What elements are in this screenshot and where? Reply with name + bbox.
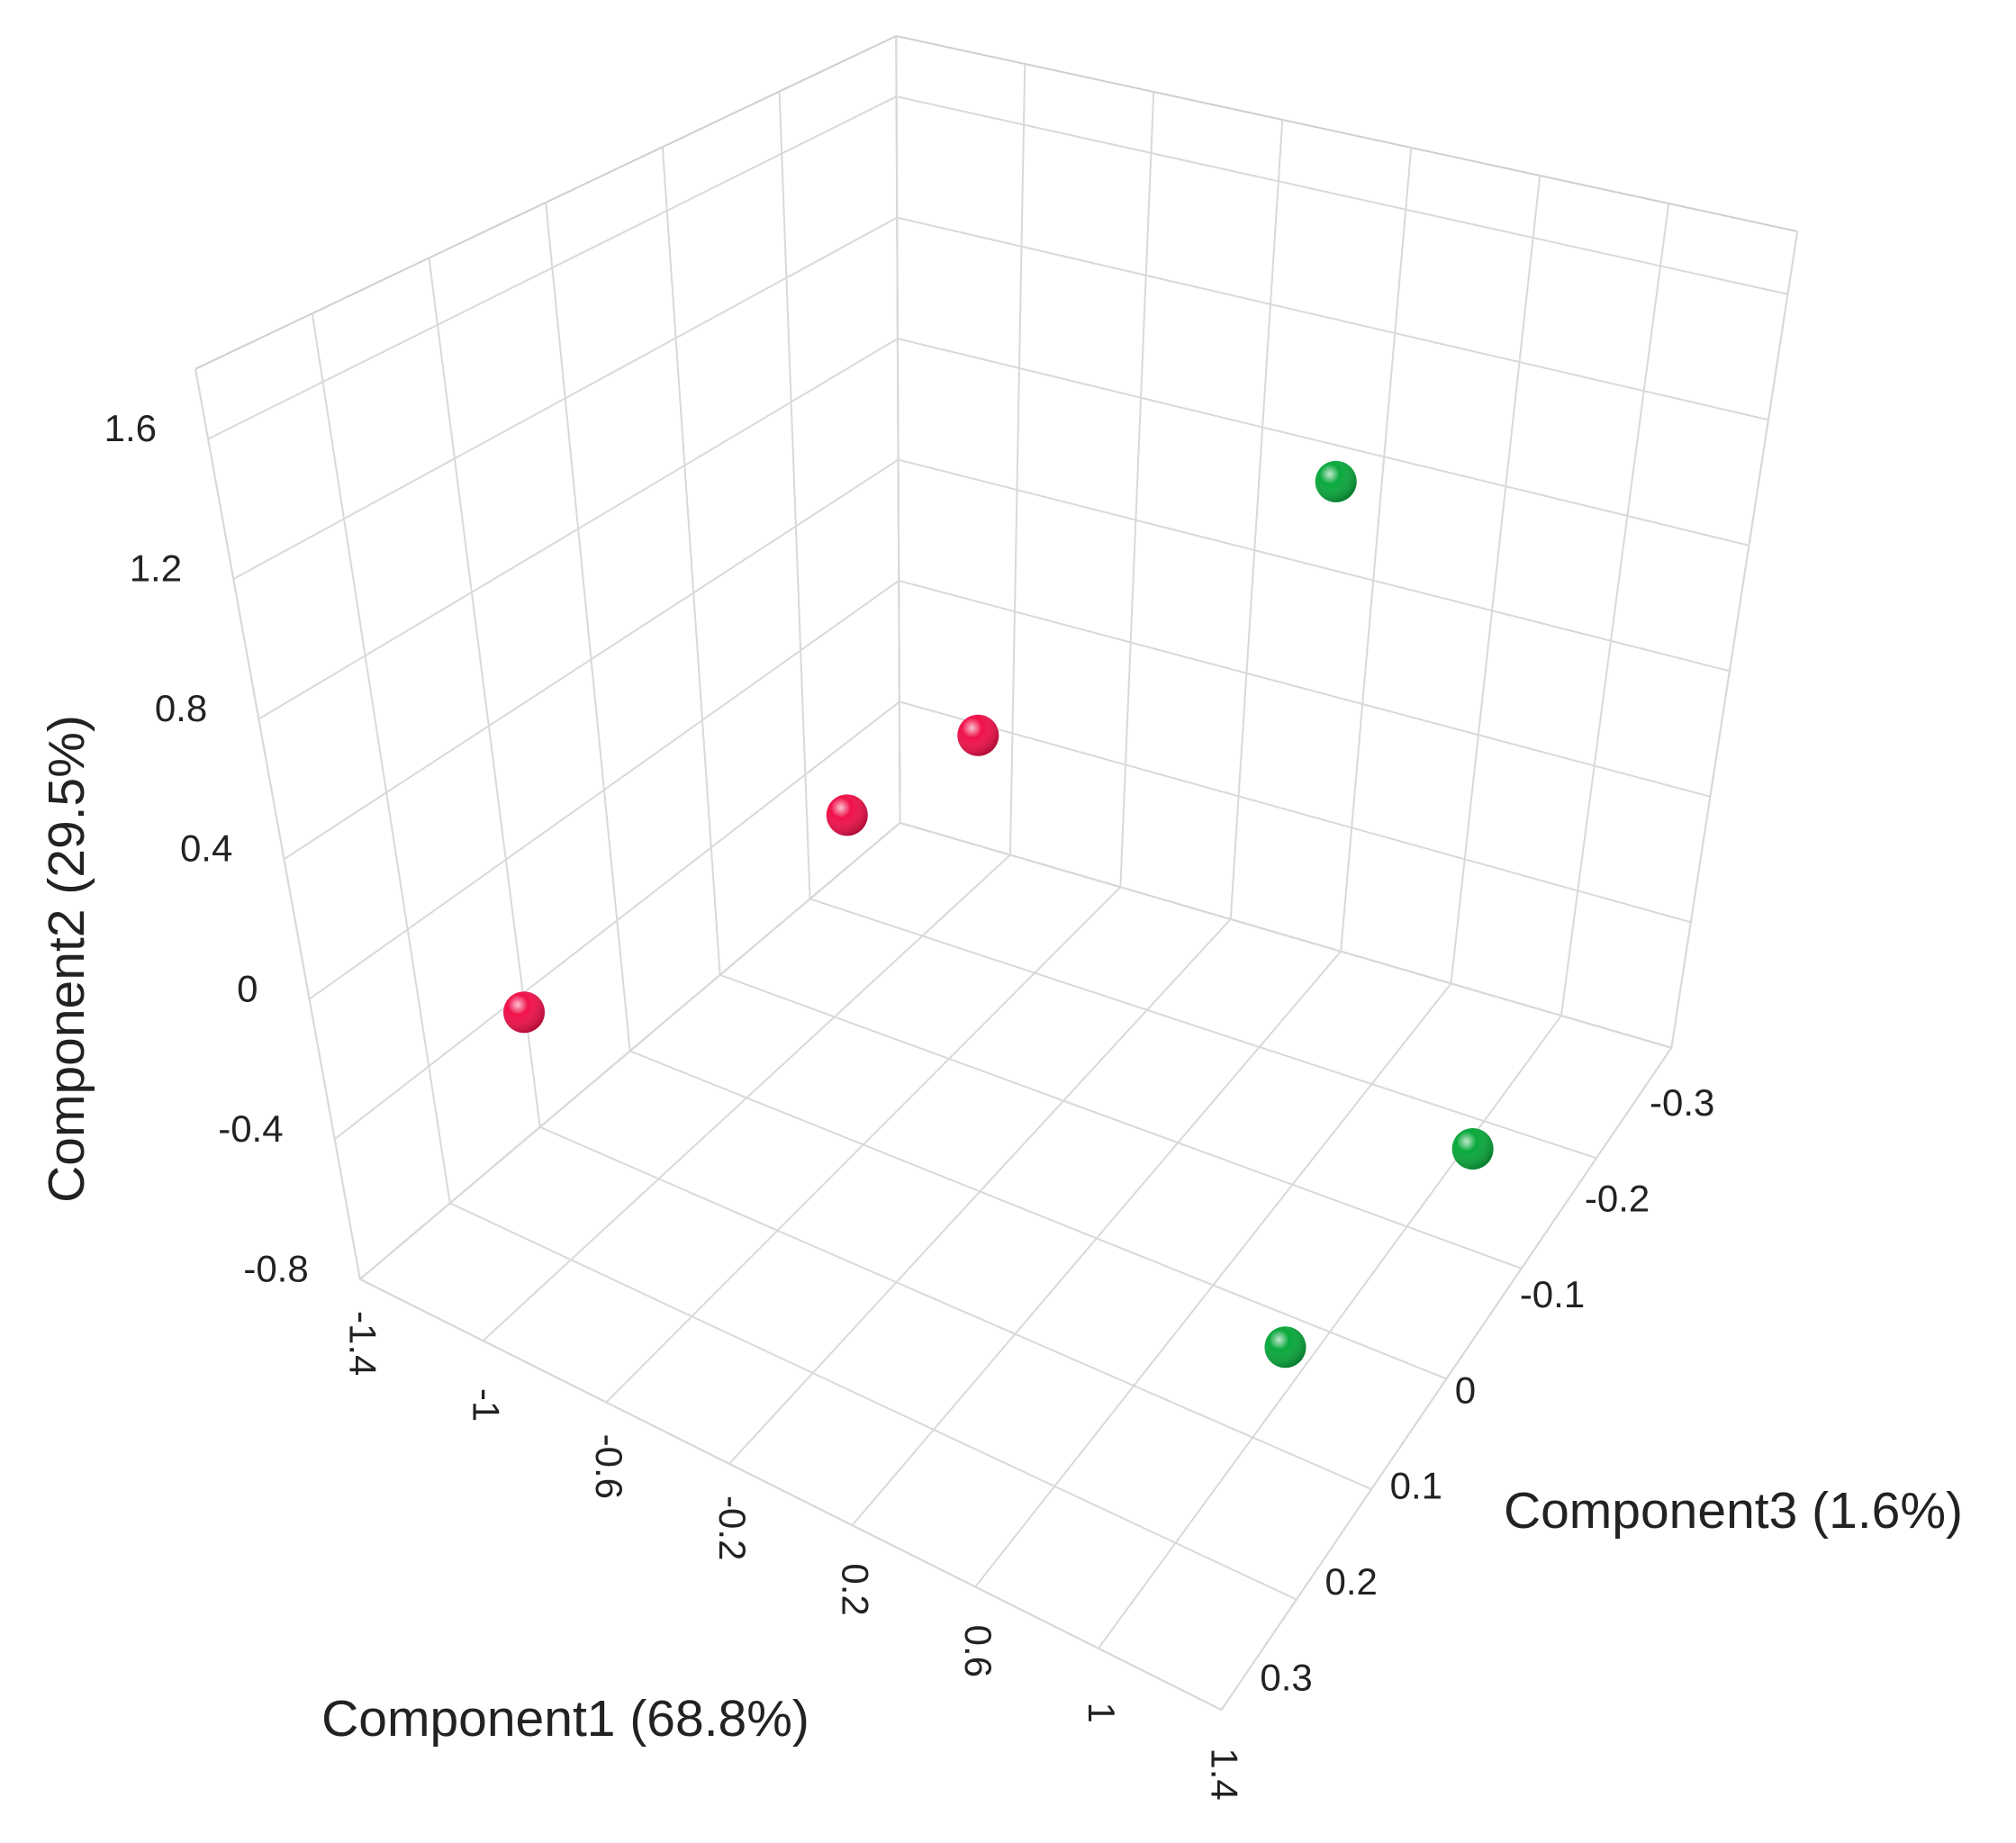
grid-line (449, 1202, 1297, 1601)
y-tick-label: 0.4 (180, 827, 232, 870)
z-tick-label: 0.1 (1390, 1465, 1442, 1507)
grid-line (1450, 175, 1541, 984)
point-shine (1315, 460, 1357, 502)
grid-line (1008, 63, 1026, 855)
x-tick-label: 0.2 (834, 1563, 876, 1615)
ticks: -0.8 -0.4 0 0.4 0.8 1.2 1.6 -1.4 -1 -0.6 -0.2 0.2 0.… (104, 407, 1715, 1801)
point-shine (1451, 1128, 1494, 1170)
x-tick-label: 0.6 (957, 1625, 999, 1677)
grid-line (897, 338, 1749, 547)
z-axis-title: Component3 (1.6%) (1504, 1482, 1963, 1540)
grid-line (900, 821, 1672, 1049)
point-shine (826, 794, 868, 836)
grid-line (1229, 119, 1284, 920)
point-shine (957, 714, 999, 756)
y-tick-label: 1.6 (104, 407, 157, 449)
grid-line (1340, 147, 1413, 952)
x-tick-label: -1 (465, 1388, 507, 1422)
grid-line (629, 1050, 1447, 1380)
grid (194, 35, 1799, 1712)
grid-line (194, 368, 361, 1279)
grid-line (778, 91, 811, 899)
grid-line (719, 973, 1523, 1269)
grid-line (545, 202, 631, 1052)
x-tick-label: -0.2 (711, 1495, 754, 1560)
x-tick-label: -0.6 (588, 1434, 630, 1499)
y-tick-label: -0.4 (218, 1107, 283, 1150)
y-tick-label: 1.2 (130, 547, 182, 590)
grid-line (311, 313, 451, 1204)
z-tick-label: -0.2 (1585, 1177, 1650, 1219)
grid-line (1670, 230, 1799, 1048)
points (503, 460, 1494, 1369)
point-shine (1264, 1326, 1306, 1369)
grid-line (428, 257, 541, 1127)
x-tick-label: 1.4 (1203, 1748, 1245, 1800)
grid-line (539, 1125, 1372, 1490)
grid-line (1119, 91, 1155, 888)
y-tick-label: 0.8 (155, 687, 207, 729)
z-tick-label: 0.2 (1324, 1560, 1377, 1603)
grid-line (897, 216, 1769, 421)
z-tick-label: 0.3 (1260, 1656, 1312, 1698)
grid-line (661, 147, 721, 975)
z-tick-label: -0.3 (1650, 1081, 1714, 1124)
grid-line (1559, 203, 1670, 1016)
y-tick-label: 0 (237, 967, 258, 1009)
x-tick-label: 1 (1080, 1703, 1123, 1723)
box-edge (896, 35, 1798, 233)
grid-line (359, 1278, 1222, 1712)
point-shine (503, 991, 546, 1034)
z-tick-label: 0 (1455, 1369, 1476, 1411)
grid-line (896, 95, 1788, 295)
x-tick-label: -1.4 (342, 1311, 384, 1376)
z-tick-label: -0.1 (1520, 1273, 1585, 1315)
grid-line (898, 458, 1731, 673)
y-axis-title: Component2 (29.5%) (38, 715, 95, 1203)
y-tick-label: -0.8 (243, 1247, 308, 1289)
grid-line (898, 580, 1711, 798)
grid-line (809, 898, 1597, 1160)
grid-line (899, 700, 1692, 924)
grid-line (895, 35, 901, 823)
x-axis-title: Component1 (68.8%) (321, 1690, 809, 1748)
